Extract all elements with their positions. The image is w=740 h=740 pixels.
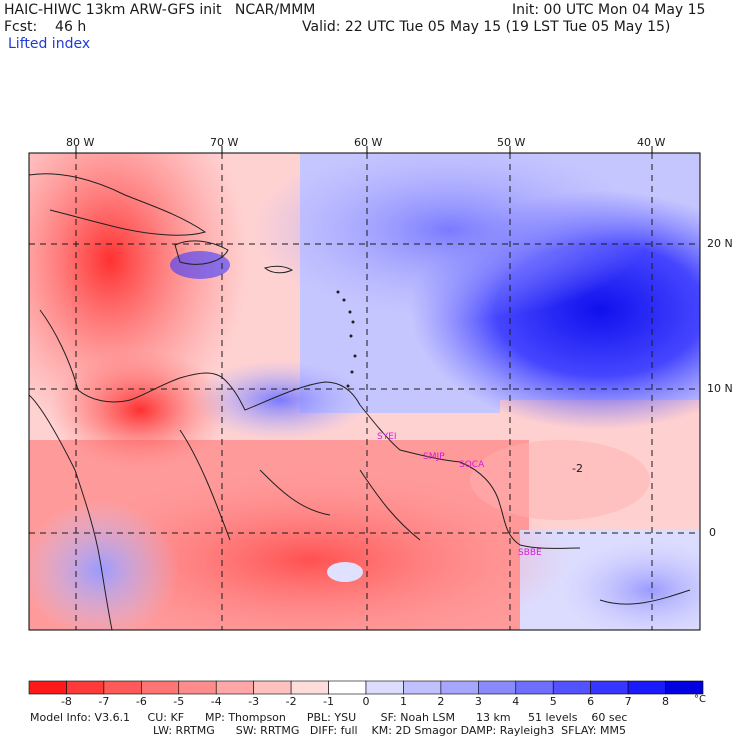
colorbar-swatch (215, 680, 254, 695)
colorbar-tick-label: 3 (474, 695, 482, 708)
colorbar-swatch (141, 680, 180, 695)
colorbar-tick-label: -1 (323, 695, 335, 708)
station-label-smjp: SMJP (423, 452, 445, 462)
colorbar-swatch (440, 680, 479, 695)
hispaniola-coast (174, 240, 229, 265)
interior-borders (179, 429, 421, 541)
station-label-soca: SOCA (459, 460, 485, 470)
brazil-east-coast (599, 589, 691, 605)
station-label-syei: SYEI (377, 432, 397, 442)
field-shading (29, 153, 700, 630)
colorbar-tick-label: 2 (437, 695, 445, 708)
model-info-line2: LW: RRTMG SW: RRTMG DIFF: full KM: 2D Sm… (153, 724, 626, 737)
colorbar-swatch (28, 680, 67, 695)
pacific-coast (29, 394, 113, 630)
colorbar-tick-label: -6 (135, 695, 147, 708)
lon-label-80w: 80 W (66, 136, 95, 149)
cuba-coast (29, 173, 207, 236)
lat-label-10n: 10 N (707, 382, 733, 395)
colorbar-tick-label: 4 (512, 695, 520, 708)
colorbar-swatch (627, 680, 666, 695)
colorbar-swatch (66, 680, 105, 695)
colorbar-tick-label: -8 (60, 695, 72, 708)
lon-label-40w: 40 W (637, 136, 666, 149)
colorbar-tick-label: 0 (362, 695, 370, 708)
coastlines (29, 173, 691, 630)
init-time: Init: 00 UTC Mon 04 May 15 (512, 2, 706, 18)
valid-time: Valid: 22 UTC Tue 05 May 15 (19 LST Tue … (302, 19, 671, 35)
colorbar-swatch (328, 680, 367, 695)
colorbar-tick-label: 7 (624, 695, 632, 708)
puerto-rico-coast (263, 265, 294, 274)
colorbar-tick-label: -3 (248, 695, 260, 708)
colorbar-swatch (103, 680, 142, 695)
lesser-antilles (336, 290, 357, 388)
colorbar-swatch (178, 680, 217, 695)
colorbar-tick-label: 6 (587, 695, 595, 708)
lat-label-0: 0 (709, 526, 716, 539)
colorbar-tick-label: -7 (98, 695, 110, 708)
colorbar-tick-label: 5 (549, 695, 557, 708)
colorbar-swatch (253, 680, 292, 695)
lon-label-60w: 60 W (354, 136, 383, 149)
colorbar-swatch (590, 680, 629, 695)
colorbar-swatch (290, 680, 329, 695)
colorbar-swatch (552, 680, 591, 695)
colorbar-tick-label: -2 (285, 695, 297, 708)
colorbar-tick-label: 1 (399, 695, 407, 708)
colorbar-tick-label: 8 (662, 695, 670, 708)
colorbar (28, 680, 704, 695)
lat-label-20n: 20 N (707, 237, 733, 250)
south-america-north-coast (39, 309, 361, 411)
field-name: Lifted index (8, 36, 91, 52)
model-info-line1: Model Info: V3.6.1 CU: KF MP: Thompson P… (30, 711, 628, 724)
forecast-hour: Fcst: 46 h (4, 19, 87, 35)
map-frame (28, 152, 701, 631)
colorbar-tick-label: -5 (173, 695, 185, 708)
graticule (29, 153, 700, 630)
top-ticks (75, 146, 653, 153)
colorbar-unit: °C (694, 694, 706, 705)
contour-label: -2 (572, 462, 583, 475)
colorbar-swatch (515, 680, 554, 695)
guiana-coast (359, 404, 581, 549)
model-title: HAIC-HIWC 13km ARW-GFS init NCAR/MMM (4, 2, 316, 18)
lon-label-70w: 70 W (210, 136, 239, 149)
colorbar-swatch (365, 680, 404, 695)
lon-label-50w: 50 W (497, 136, 526, 149)
colorbar-swatch (403, 680, 442, 695)
station-label-sbbe: SBBE (518, 548, 542, 558)
colorbar-swatch (665, 680, 704, 695)
colorbar-tick-label: -4 (210, 695, 222, 708)
colorbar-swatch (478, 680, 517, 695)
